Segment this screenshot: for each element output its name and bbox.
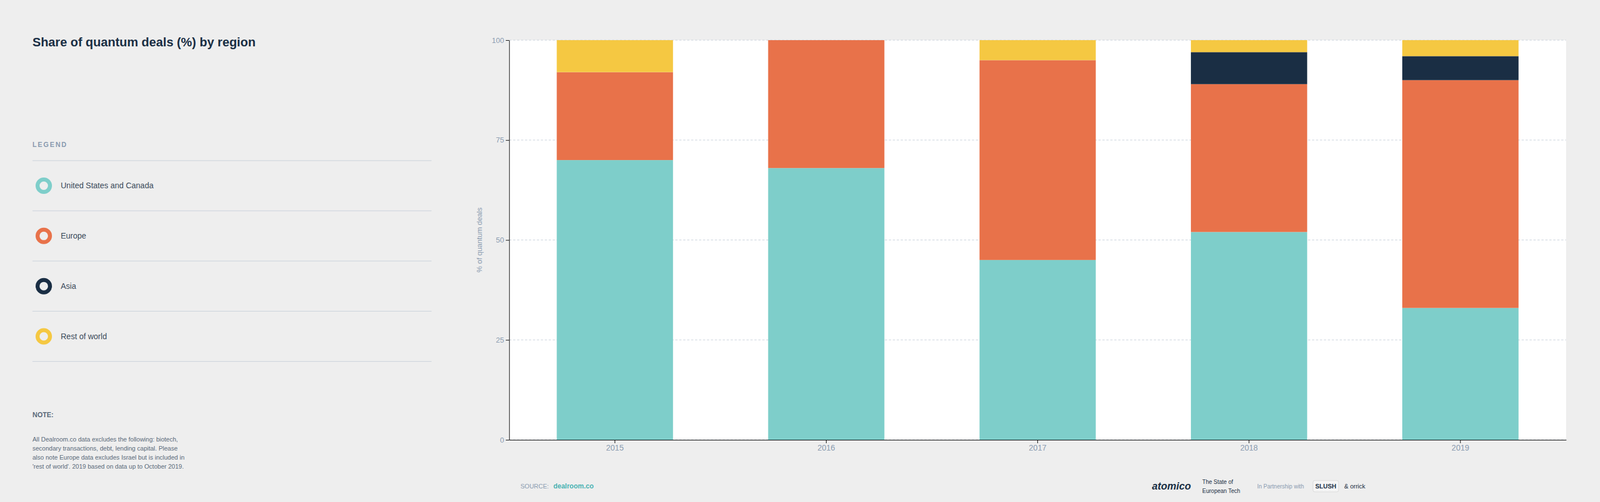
x-tick: 2015 — [606, 439, 624, 452]
y-tick-label: 50 — [496, 235, 504, 245]
y-tick-label: 25 — [496, 335, 504, 345]
y-tick-label: 0 — [500, 435, 504, 445]
legend-swatch — [37, 329, 50, 343]
x-tick: 2016 — [817, 439, 836, 452]
footer-text: dealroom.co — [553, 481, 594, 490]
chart: Share of quantum deals (%) by region 0 25 5… — [0, 0, 1600, 502]
y-tick: 100 — [492, 36, 510, 45]
x-tick-label: 2016 — [817, 442, 836, 452]
x-tick: 2019 — [1451, 439, 1469, 452]
legend-divider — [32, 310, 432, 312]
bar — [1190, 40, 1308, 52]
legend-divider — [32, 160, 432, 162]
y-tick: 75 — [496, 135, 510, 145]
footer-box — [1312, 480, 1339, 492]
y-tick: 50 — [496, 235, 510, 245]
bar-series — [556, 40, 1519, 308]
legend-divider — [32, 361, 432, 362]
bar — [1402, 40, 1519, 56]
bar — [1402, 307, 1519, 440]
bar — [979, 40, 1097, 60]
x-tick-label: 2015 — [606, 442, 624, 452]
grid — [509, 40, 1567, 440]
legend-label: United States and Canada — [60, 180, 154, 190]
bar — [556, 40, 673, 73]
x-tick: 2018 — [1240, 439, 1258, 452]
y-axis-title: % of quantum deals — [475, 207, 484, 273]
bar — [768, 40, 885, 41]
bar — [768, 40, 885, 41]
y-axis-line — [509, 40, 510, 441]
legend-label: Rest of world — [60, 331, 107, 341]
x-tick-label: 2017 — [1028, 442, 1047, 452]
footer-text: SOURCE: — [520, 482, 549, 490]
bars — [556, 40, 1519, 440]
legend-swatch — [37, 229, 50, 242]
y-tick-mark — [505, 439, 510, 441]
y-tick: 0 — [500, 435, 510, 445]
y-tick-mark — [505, 339, 510, 341]
legend-swatch — [37, 179, 50, 193]
y-tick: 25 — [496, 335, 510, 345]
legend-divider — [32, 210, 432, 211]
legend-divider — [32, 260, 432, 262]
plot-background — [509, 40, 1567, 440]
y-tick-mark — [505, 140, 510, 141]
bar — [979, 259, 1097, 440]
bar — [1402, 80, 1519, 308]
note-text: All Dealroom.co data excludes the follow… — [32, 435, 185, 470]
bar — [768, 40, 885, 168]
footer-text: & orrick — [1344, 482, 1366, 490]
footer: SOURCE: dealroom.co atomico The State of Eur… — [520, 478, 1366, 494]
x-tick: 2017 — [1028, 439, 1047, 452]
footer-text: SLUSH — [1315, 482, 1337, 490]
bar — [1402, 55, 1519, 80]
y-tick-mark — [505, 40, 510, 41]
legend-label: Asia — [60, 281, 76, 291]
bar — [979, 59, 1097, 260]
legend-label: Europe — [60, 231, 86, 241]
bar — [1190, 51, 1308, 85]
footer-text: atomico — [1151, 480, 1191, 492]
legend-swatch — [37, 279, 50, 293]
x-tick-label: 2019 — [1451, 442, 1469, 452]
footer-text: The State of — [1202, 478, 1234, 485]
bar-series — [1190, 51, 1519, 85]
footer-text: European Tech — [1202, 487, 1241, 494]
bar — [768, 167, 885, 440]
x-axis: 2015 2016 2017 2018 2019 — [509, 439, 1567, 452]
y-tick-label: 75 — [496, 135, 504, 145]
bar — [556, 159, 673, 440]
legend: LEGEND United States and Canada Europe Asia… — [32, 140, 432, 362]
y-axis: 0 25 50 75 100 — [492, 36, 510, 445]
bar-series — [556, 40, 1519, 73]
legend-title: LEGEND — [32, 140, 68, 149]
footer-text: In Partnership with — [1257, 483, 1304, 490]
y-tick-mark — [505, 240, 510, 241]
bar — [1190, 84, 1308, 233]
plot: 0 25 50 75 100 2015 2016 2017 2018 2019 % of quant… — [475, 36, 1567, 452]
y-tick-label: 100 — [492, 36, 505, 45]
bar — [1190, 231, 1308, 440]
x-tick-label: 2018 — [1240, 442, 1258, 452]
bar — [556, 72, 673, 161]
title: Share of quantum deals (%) by region — [32, 35, 256, 50]
background — [0, 0, 1600, 502]
note-title: NOTE: — [32, 410, 54, 419]
